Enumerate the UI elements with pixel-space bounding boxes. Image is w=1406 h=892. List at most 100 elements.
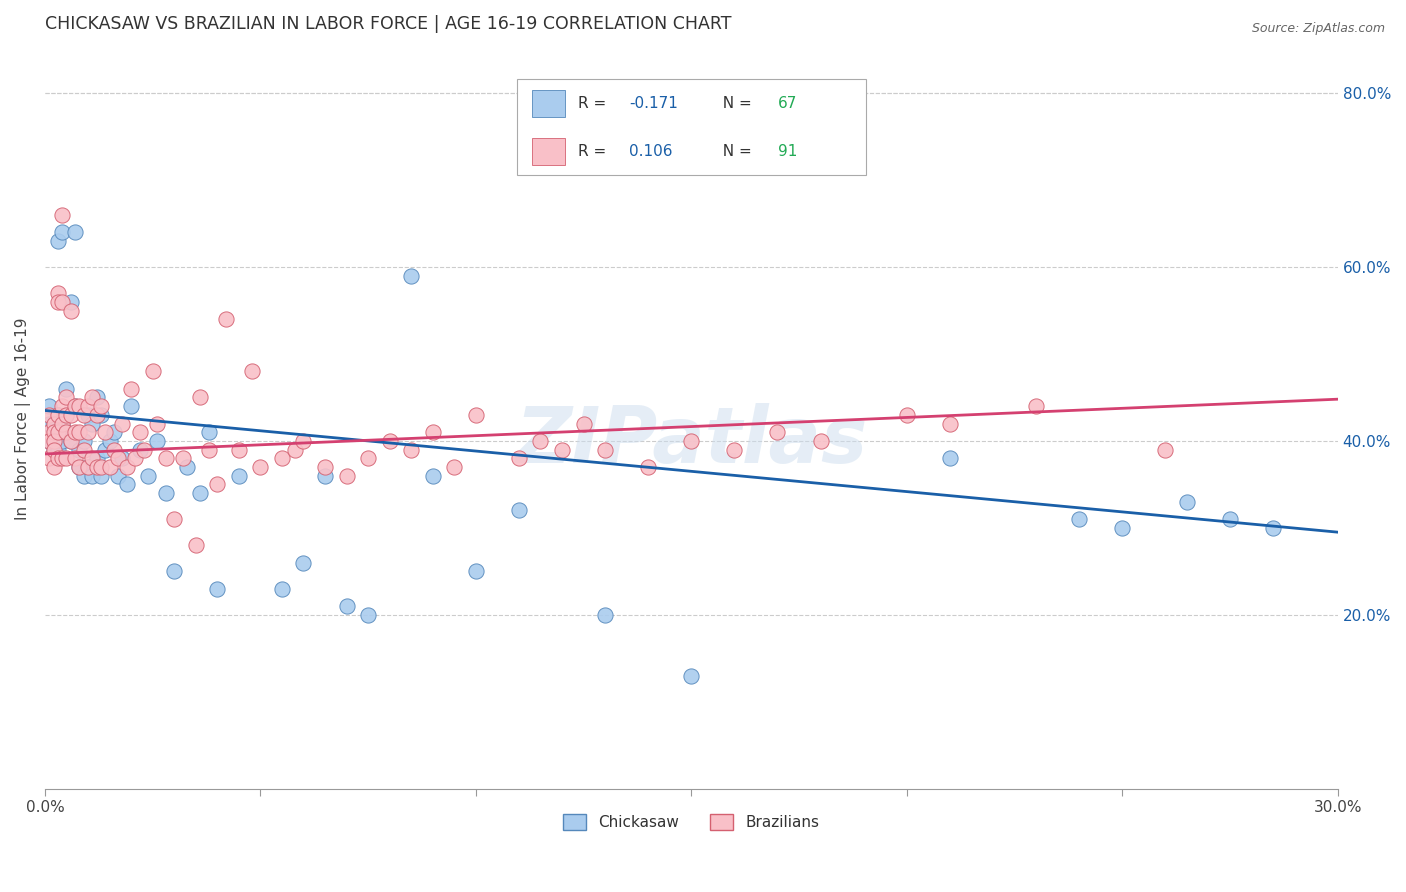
Point [399,268,422,283]
Point [197,442,219,457]
Point [98,460,121,475]
Point [120,382,142,396]
Point [51,225,73,239]
Point [42,417,65,431]
Point [240,364,263,378]
Point [128,425,150,440]
Point [59,303,82,318]
Point [896,408,918,422]
Point [292,434,315,448]
Point [270,582,292,596]
Point [155,451,177,466]
Point [572,417,595,431]
Point [55,408,77,422]
Point [314,460,336,475]
Point [292,556,315,570]
Point [46,408,69,422]
Point [82,451,104,466]
Point [55,425,77,440]
Point [67,442,90,457]
Point [94,442,117,457]
Point [128,442,150,457]
Point [529,434,551,448]
Point [46,425,69,440]
Point [67,460,90,475]
Point [188,486,211,500]
Point [46,286,69,301]
Point [1025,399,1047,413]
Point [197,425,219,440]
Point [146,417,169,431]
Point [146,434,169,448]
Point [86,391,108,405]
Point [270,451,292,466]
Point [73,442,96,457]
Point [77,399,100,413]
Point [593,442,616,457]
Point [77,460,100,475]
Point [228,468,250,483]
Point [67,399,90,413]
Point [55,451,77,466]
Point [42,425,65,440]
Point [593,607,616,622]
Point [766,425,789,440]
Text: 0.106: 0.106 [630,144,672,159]
Point [67,425,90,440]
Point [1154,442,1177,457]
Point [42,434,65,448]
Point [82,417,104,431]
Point [42,425,65,440]
Point [59,434,82,448]
Point [38,399,60,413]
Point [63,399,86,413]
Point [82,468,104,483]
FancyBboxPatch shape [517,79,866,176]
Point [73,468,96,483]
Point [207,582,229,596]
Point [188,391,211,405]
Point [142,364,165,378]
Point [38,408,60,422]
Point [1261,521,1284,535]
Point [111,417,134,431]
Point [90,460,112,475]
Text: Source: ZipAtlas.com: Source: ZipAtlas.com [1251,22,1385,36]
Point [249,460,271,475]
Point [357,607,380,622]
Point [228,442,250,457]
Point [42,460,65,475]
Point [132,442,155,457]
Point [38,434,60,448]
Point [422,468,444,483]
Point [155,486,177,500]
Point [63,451,86,466]
Point [55,382,77,396]
Point [111,451,134,466]
Point [637,460,659,475]
Point [59,294,82,309]
Point [63,225,86,239]
Point [46,408,69,422]
Point [1111,521,1133,535]
Point [98,434,121,448]
Point [38,434,60,448]
Point [63,425,86,440]
Point [464,564,486,578]
Point [215,312,238,326]
Point [55,408,77,422]
Point [163,564,186,578]
Bar [533,138,565,165]
Text: R =: R = [578,95,610,111]
Point [124,451,146,466]
Point [464,408,486,422]
Point [73,408,96,422]
Bar [533,90,565,117]
Point [51,208,73,222]
Point [357,451,380,466]
Point [67,460,90,475]
Point [1219,512,1241,526]
Point [508,451,530,466]
Point [681,668,703,682]
Point [94,425,117,440]
